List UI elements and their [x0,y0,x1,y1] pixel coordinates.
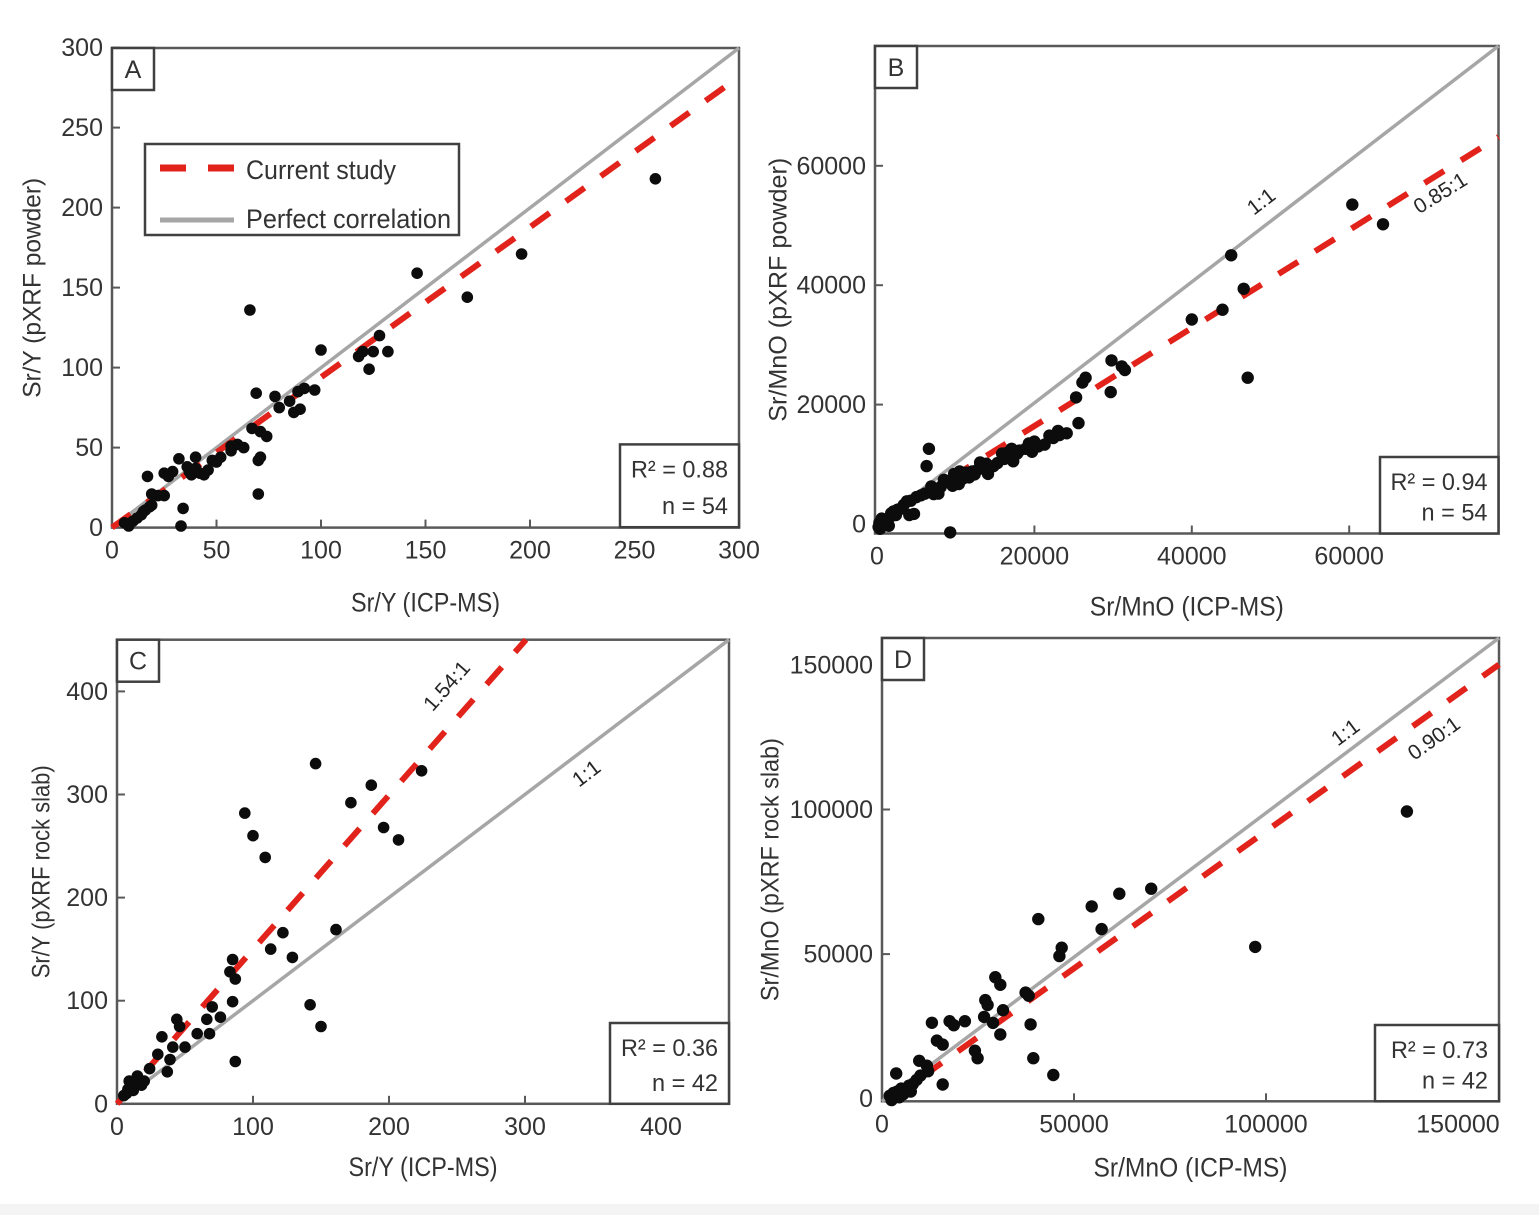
svg-text:R² = 0.36: R² = 0.36 [621,1035,718,1062]
svg-text:A: A [125,56,142,84]
svg-text:300: 300 [718,537,760,565]
svg-text:0: 0 [105,537,119,565]
svg-text:n = 54: n = 54 [1422,500,1488,527]
svg-text:C: C [129,648,147,676]
svg-text:100000: 100000 [790,796,873,824]
svg-text:50: 50 [203,537,231,565]
svg-text:20000: 20000 [1000,543,1070,571]
svg-text:60000: 60000 [1314,543,1384,571]
svg-text:250: 250 [61,114,103,142]
svg-text:100: 100 [66,987,108,1015]
svg-text:Sr/Y (pXRF rock slab): Sr/Y (pXRF rock slab) [28,765,56,978]
svg-text:0: 0 [110,1113,124,1141]
svg-text:n = 42: n = 42 [1422,1067,1488,1094]
svg-text:200: 200 [66,884,108,912]
svg-text:200: 200 [368,1113,410,1141]
svg-text:40000: 40000 [796,272,866,300]
svg-text:R² = 0.88: R² = 0.88 [631,456,728,483]
svg-text:400: 400 [640,1113,682,1141]
svg-text:150: 150 [405,537,447,565]
svg-text:100: 100 [300,537,342,565]
svg-text:B: B [888,54,905,82]
svg-text:300: 300 [504,1113,546,1141]
svg-text:20000: 20000 [796,391,866,419]
svg-text:250: 250 [614,537,656,565]
svg-text:Sr/Y (ICP-MS): Sr/Y (ICP-MS) [351,588,500,618]
svg-text:Sr/MnO (ICP-MS): Sr/MnO (ICP-MS) [1094,1152,1288,1182]
svg-text:Sr/Y (pXRF powder): Sr/Y (pXRF powder) [19,178,47,398]
svg-text:50: 50 [75,434,103,462]
svg-text:50000: 50000 [1039,1110,1109,1138]
svg-text:Sr/MnO (pXRF rock slab): Sr/MnO (pXRF rock slab) [757,738,785,1001]
svg-text:0: 0 [94,1090,108,1118]
svg-text:100: 100 [232,1113,274,1141]
svg-text:Current study: Current study [246,155,396,185]
svg-text:Perfect correlation: Perfect correlation [246,204,451,234]
svg-text:0: 0 [89,514,103,542]
svg-text:0: 0 [852,511,866,539]
svg-text:D: D [894,646,912,674]
svg-text:200: 200 [61,194,103,222]
svg-text:0: 0 [875,1110,889,1138]
svg-text:150000: 150000 [790,651,873,679]
svg-text:n = 54: n = 54 [662,493,728,520]
svg-text:Sr/MnO (pXRF powder): Sr/MnO (pXRF powder) [765,158,793,422]
svg-text:0: 0 [870,543,884,571]
svg-text:R² = 0.73: R² = 0.73 [1391,1037,1488,1064]
svg-text:R² = 0.94: R² = 0.94 [1391,469,1488,496]
svg-text:Sr/MnO (ICP-MS): Sr/MnO (ICP-MS) [1090,592,1284,622]
svg-text:Sr/Y (ICP-MS): Sr/Y (ICP-MS) [349,1152,498,1182]
svg-text:40000: 40000 [1157,543,1227,571]
svg-text:150: 150 [61,274,103,302]
svg-text:60000: 60000 [796,152,866,180]
svg-text:300: 300 [66,781,108,809]
svg-text:150000: 150000 [1416,1110,1499,1138]
svg-text:100: 100 [61,354,103,382]
svg-text:100000: 100000 [1224,1110,1307,1138]
svg-text:n = 42: n = 42 [652,1070,718,1097]
svg-text:200: 200 [509,537,551,565]
svg-text:300: 300 [61,34,103,62]
svg-text:0: 0 [859,1085,873,1113]
svg-text:400: 400 [66,678,108,706]
svg-text:50000: 50000 [803,941,873,969]
